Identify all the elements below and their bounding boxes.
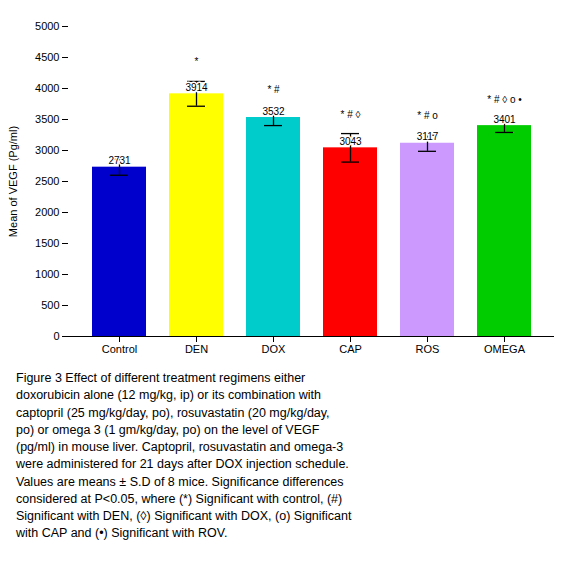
svg-text:DOX: DOX: [262, 343, 287, 355]
svg-text:* #: * #: [267, 84, 280, 95]
svg-text:1000: 1000: [35, 268, 59, 280]
svg-text:ROS: ROS: [416, 343, 440, 355]
svg-text:* # ◊: * # ◊: [341, 109, 361, 120]
svg-text:Control: Control: [102, 343, 137, 355]
html-text:(pg/ml) in mouse liver. Captop: (pg/ml) in mouse liver. Captopril, rosuv…: [16, 440, 344, 454]
svg-text:* # o: * # o: [417, 110, 438, 121]
html-text:captopril (25 mg/kg/day, po),: captopril (25 mg/kg/day, po), rosuvastat…: [16, 405, 330, 420]
svg-text:3914: 3914: [185, 82, 208, 93]
svg-text:3500: 3500: [35, 113, 59, 125]
svg-text:*: *: [195, 56, 199, 67]
svg-text:* # ◊ o •: * # ◊ o •: [487, 94, 522, 105]
svg-text:500: 500: [41, 299, 59, 311]
svg-text:Mean of VEGF (Pg/ml): Mean of VEGF (Pg/ml): [7, 126, 19, 237]
svg-text:DEN: DEN: [185, 343, 208, 355]
svg-text:3532: 3532: [262, 106, 285, 117]
svg-text:5000: 5000: [35, 20, 59, 32]
svg-text:2731: 2731: [108, 155, 131, 166]
svg-text:4000: 4000: [35, 82, 59, 94]
html-text:po) or omega 3 (1 gm/kg/day, p: po) or omega 3 (1 gm/kg/day, po) on the …: [16, 422, 320, 437]
svg-text:CAP: CAP: [339, 343, 362, 355]
svg-text:4500: 4500: [35, 51, 59, 63]
html-text:Figure 3 Effect of different t: Figure 3 Effect of different treatment r…: [16, 371, 306, 385]
svg-text:3117: 3117: [417, 131, 439, 142]
svg-text:2000: 2000: [35, 206, 59, 218]
svg-text:3043: 3043: [339, 136, 362, 147]
html-text:doxorubicin alone (12 mg/kg, i: doxorubicin alone (12 mg/kg, ip) or its …: [16, 388, 321, 403]
html-text:with CAP and (•) Significant w: with CAP and (•) Significant with ROV.: [16, 526, 228, 541]
html-text:Significant with DEN, (◊) Sign: Significant with DEN, (◊) Significant wi…: [16, 509, 352, 523]
svg-text:1500: 1500: [35, 237, 59, 249]
svg-text:OMEGA: OMEGA: [484, 343, 526, 355]
html-text:considered at P<0.05, where (*: considered at P<0.05, where (*) Signific…: [16, 491, 343, 506]
svg-text:3401: 3401: [493, 114, 516, 125]
html-text:Values are means ± S.D of 8 mi: Values are means ± S.D of 8 mice. Signif…: [16, 474, 344, 489]
svg-text:0: 0: [53, 330, 59, 342]
svg-text:2500: 2500: [35, 175, 59, 187]
svg-text:3000: 3000: [35, 144, 59, 156]
html-text:were administered for 21 days: were administered for 21 days after DOX …: [16, 457, 349, 472]
